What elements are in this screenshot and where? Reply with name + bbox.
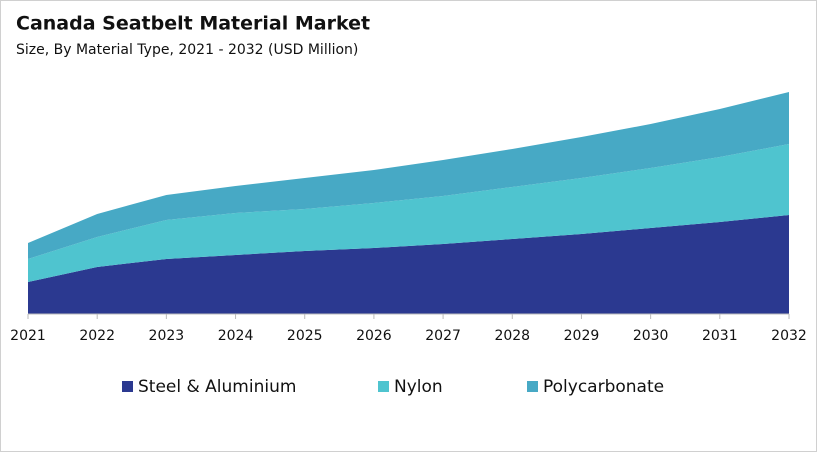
x-tick-label: 2028 [494, 328, 530, 344]
x-tick-label: 2026 [356, 328, 392, 344]
x-tick-label: 2030 [633, 328, 669, 344]
x-tick-label: 2029 [564, 328, 600, 344]
x-tick-label: 2031 [702, 328, 738, 344]
x-tick-label: 2032 [771, 328, 807, 344]
area [28, 215, 789, 314]
legend-label: Nylon [394, 377, 443, 397]
chart-subtitle: Size, By Material Type, 2021 - 2032 (USD… [16, 42, 358, 58]
x-tick-label: 2022 [79, 328, 115, 344]
x-tick-label: 2024 [218, 328, 254, 344]
legend-swatch [527, 381, 538, 392]
legend-label: Polycarbonate [543, 377, 664, 397]
x-tick-label: 2025 [287, 328, 323, 344]
legend-label: Steel & Aluminium [138, 377, 296, 397]
legend-swatch [378, 381, 389, 392]
x-tick-label: 2021 [10, 328, 46, 344]
x-tick-label: 2023 [149, 328, 185, 344]
area [28, 92, 789, 259]
x-tick-label: 2027 [425, 328, 461, 344]
area [28, 144, 789, 282]
chart-title: Canada Seatbelt Material Market [16, 13, 370, 35]
legend-swatch [122, 381, 133, 392]
